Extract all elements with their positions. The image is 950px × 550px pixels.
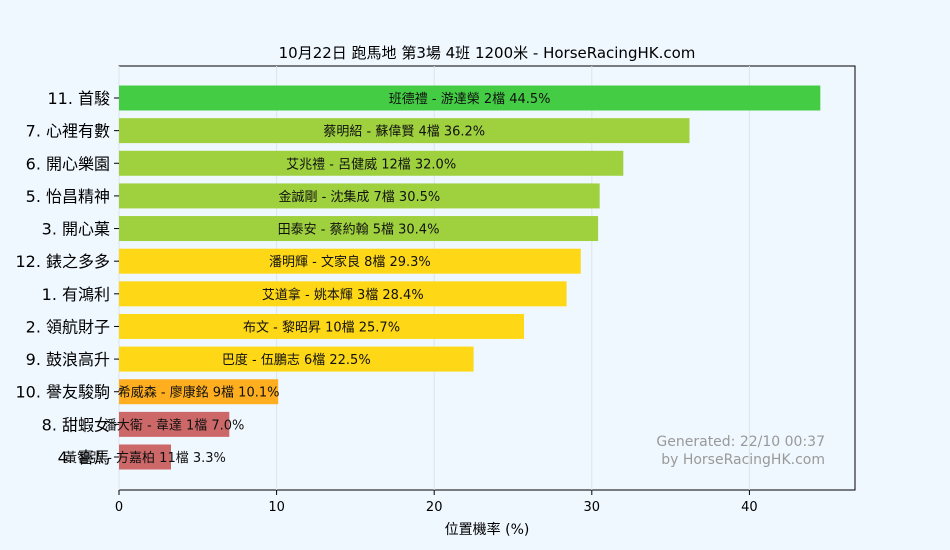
x-tick-label: 20 [426,500,443,515]
x-tick-label: 10 [268,500,285,515]
category-labels: 11. 首駿 7. 心裡有數 6. 開心樂園 5. 怡昌精神 3. 開心菓 12. 錶之多… [15,89,119,467]
bar [119,248,581,274]
bar-data-label: 潘明輝 - 文家良 8檔 29.3% [269,254,431,270]
bar-data-label: 金誠剛 - 沈集成 7檔 30.5% [278,189,440,205]
category-label: 9. 鼓浪高升 [26,350,110,369]
bar [119,183,600,209]
chart-title: 10月22日 跑馬地 第3場 4班 1200米 - HorseRacingHK.… [279,44,696,62]
bar [119,281,567,307]
x-tick-label: 0 [115,500,123,515]
bar-data-label: 艾兆禮 - 呂健威 12檔 32.0% [286,157,456,172]
bar-data-label: 艾道拿 - 姚本輝 3檔 28.4% [262,287,424,303]
category-label: 12. 錶之多多 [15,252,110,271]
bar-data-label: 巴度 - 伍鵬志 6檔 22.5% [222,352,371,368]
bar [119,216,599,242]
bar [119,346,474,372]
bar [119,411,230,437]
bar [119,85,821,111]
x-tick-label: 40 [741,500,758,515]
bar [119,150,624,176]
watermark-line-2: by HorseRacingHK.com [661,452,825,468]
category-label: 8. 甜蝦女 [42,415,110,434]
watermark-line-1: Generated: 22/10 00:37 [656,434,825,450]
bar-data-label: 潘大衛 - 韋達 1檔 7.0% [104,418,245,433]
x-axis-ticks: 0 10 20 30 40 [115,490,758,515]
category-label: 10. 譽友駿駒 [15,383,110,402]
category-label: 11. 首駿 [47,89,110,108]
bar [119,379,279,405]
bar-data-label: 布文 - 黎昭昇 10檔 25.7% [243,320,400,335]
bar-data-label: 班德禮 - 游達榮 2檔 44.5% [389,92,551,107]
x-axis-label: 位置機率 (%) [445,521,530,538]
bar [119,444,172,470]
category-label: 5. 怡昌精神 [26,187,110,206]
bar-data-label: 黃智弘 - 方嘉柏 11檔 3.3% [64,450,226,466]
x-tick-label: 30 [584,500,601,515]
bar-data-label: 希威森 - 廖康銘 9檔 10.1% [118,385,280,401]
category-label: 2. 領航財子 [26,317,110,336]
bar [119,118,690,144]
category-label: 1. 有鴻利 [42,285,110,304]
bar-data-label: 田泰安 - 蔡約翰 5檔 30.4% [278,223,440,238]
bar [119,313,525,339]
category-label: 6. 開心樂園 [26,154,110,173]
category-label: 3. 開心菓 [42,220,110,239]
category-label: 4. 喜馬 [58,448,110,467]
category-label: 7. 心裡有數 [26,122,110,141]
bars: 班德禮 - 游達榮 2檔 44.5% 蔡明紹 - 蘇偉賢 4檔 36.2% 艾兆禮 … [64,85,821,470]
bar-data-label: 蔡明紹 - 蘇偉賢 4檔 36.2% [323,125,485,140]
